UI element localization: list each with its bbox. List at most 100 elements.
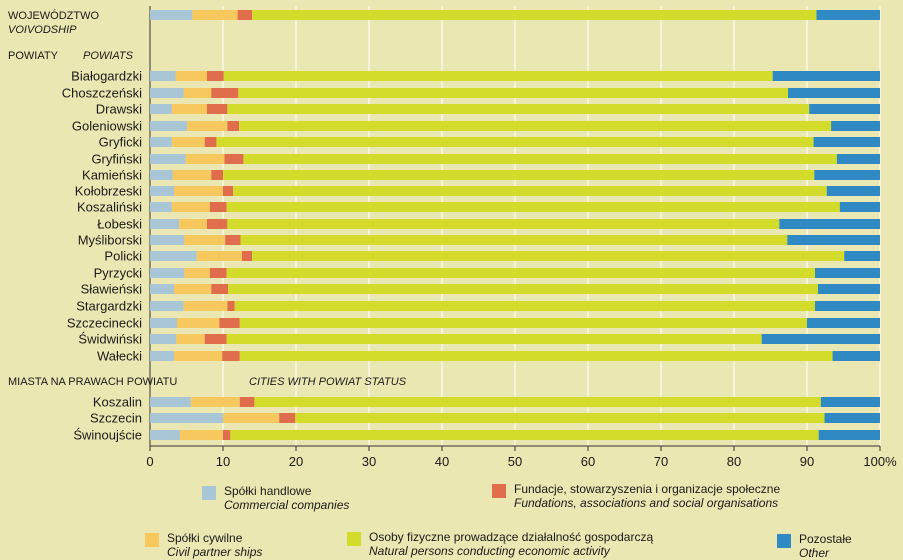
bar-segment <box>174 351 223 361</box>
bar-segment <box>239 121 832 131</box>
category-label: Wałecki <box>97 349 142 364</box>
x-tick-label: 40 <box>435 454 449 469</box>
legend-swatch-civil <box>145 533 159 547</box>
bar-segment <box>184 235 226 245</box>
bar-segment <box>192 10 238 20</box>
bar-segment <box>171 202 210 212</box>
category-label: Gryficki <box>99 135 142 150</box>
x-tick-label: 30 <box>362 454 376 469</box>
legend-label-other: Pozostałe <box>799 532 852 546</box>
bar-segment <box>184 268 210 278</box>
category-label: Policki <box>104 249 142 264</box>
bar-segment <box>150 334 177 344</box>
bar-segment <box>227 301 235 311</box>
bar-segment <box>204 137 217 147</box>
bar-segment <box>225 235 241 245</box>
bar-segment <box>228 284 818 294</box>
bar-segment <box>227 121 240 131</box>
legend-label-foundations: Fundacje, stowarzyszenia i organizacje s… <box>514 482 781 496</box>
bar-segment <box>227 219 780 229</box>
bar-segment <box>238 88 789 98</box>
x-tick-label: 50 <box>508 454 522 469</box>
bar-segment <box>150 186 175 196</box>
bar-segment <box>815 268 880 278</box>
bar-segment <box>772 71 880 81</box>
bar-segment <box>171 137 205 147</box>
bar-segment <box>179 219 207 229</box>
bar-segment <box>150 235 185 245</box>
category-label: Łobeski <box>97 217 142 232</box>
bar-segment <box>252 10 817 20</box>
bar-segment <box>150 71 176 81</box>
bar-segment <box>237 10 253 20</box>
x-tick-label: 100% <box>863 454 897 469</box>
bar-segment <box>836 154 880 164</box>
bar-segment <box>223 170 815 180</box>
legend-label-natural: Osoby fizyczne prowadzące działalność go… <box>369 530 654 544</box>
bar-segment <box>177 318 220 328</box>
x-tick-label: 20 <box>289 454 303 469</box>
category-label: Pyrzycki <box>94 266 143 281</box>
bar-segment <box>150 219 180 229</box>
bar-segment <box>223 430 231 440</box>
bar-segment <box>150 251 197 261</box>
category-label: Choszczeński <box>62 86 142 101</box>
bar-segment <box>150 351 175 361</box>
bar-segment <box>223 71 773 81</box>
x-tick-label: 10 <box>216 454 230 469</box>
category-label: Kołobrzeski <box>75 184 142 199</box>
bar-segment <box>174 186 223 196</box>
bar-segment <box>234 301 816 311</box>
bar-segment <box>239 318 808 328</box>
bar-segment <box>224 154 244 164</box>
bar-segment <box>241 251 253 261</box>
bar-segment <box>226 268 816 278</box>
category-label: Szczecinecki <box>67 316 142 331</box>
bar-segment <box>175 71 207 81</box>
bar-segment <box>150 88 184 98</box>
bar-segment <box>230 430 819 440</box>
legend-label-commercial: Spółki handlowe <box>224 484 312 498</box>
bar-segment <box>211 170 223 180</box>
section-subtitle-powiats: POWIATS <box>83 50 134 62</box>
bar-segment <box>816 10 880 20</box>
bar-segment <box>211 284 229 294</box>
bar-segment <box>150 121 188 131</box>
x-tick-label: 60 <box>581 454 595 469</box>
legend-swatch-other <box>777 534 791 548</box>
category-label: Drawski <box>96 102 142 117</box>
bar-segment <box>820 397 880 407</box>
bar-segment <box>761 334 880 344</box>
x-tick-label: 0 <box>146 454 153 469</box>
category-label: Goleniowski <box>72 119 142 134</box>
category-label: Myśliborski <box>78 233 142 248</box>
bar-segment <box>226 334 762 344</box>
bar-segment <box>150 413 223 423</box>
bar-segment <box>206 219 228 229</box>
bar-segment <box>209 202 227 212</box>
bar-segment <box>196 251 242 261</box>
bar-segment <box>206 104 228 114</box>
bar-segment <box>254 397 821 407</box>
bar-segment <box>171 104 207 114</box>
stacked-bar-chart: 0 10 20 30 40 50 60 70 80 90 100% WOJEWÓDZTWO VOIVOD… <box>8 6 897 469</box>
category-label: Gryfiński <box>91 152 142 167</box>
bar-segment <box>252 251 845 261</box>
bar-segment <box>185 154 225 164</box>
bar-segment <box>814 170 880 180</box>
bar-segment <box>150 104 172 114</box>
legend-label-civil-en: Civil partner ships <box>167 545 263 559</box>
legend-swatch-natural <box>347 532 361 546</box>
bar-segment <box>227 104 810 114</box>
bar-segment <box>813 137 880 147</box>
category-label: Koszaliński <box>77 200 142 215</box>
bar-segment <box>839 202 880 212</box>
legend-label-other-en: Other <box>799 546 830 560</box>
section-title-cities: MIASTA NA PRAWACH POWIATU <box>8 376 177 388</box>
bar-segment <box>809 104 880 114</box>
bar-segment <box>807 318 880 328</box>
bar-segment <box>818 430 880 440</box>
x-tick-label: 90 <box>800 454 814 469</box>
bar-segment <box>223 413 280 423</box>
bar-segment <box>279 413 296 423</box>
